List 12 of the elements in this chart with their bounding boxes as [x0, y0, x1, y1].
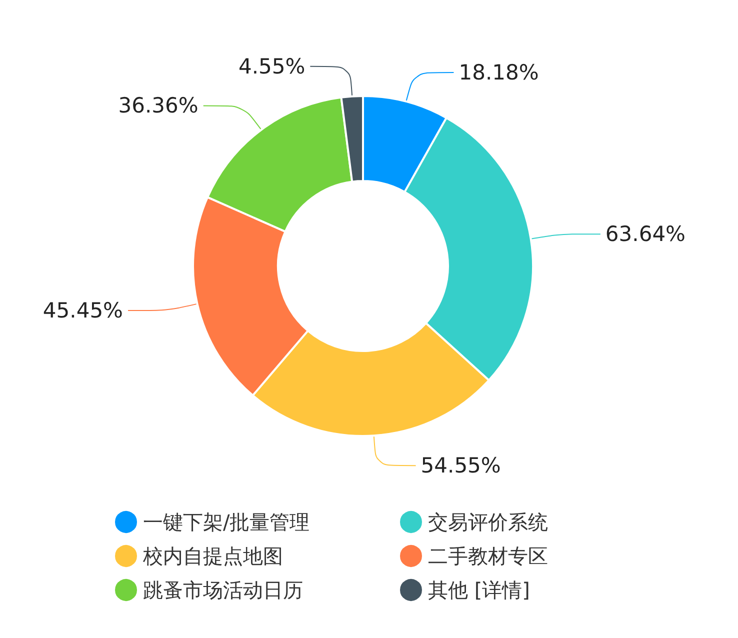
legend-label: 二手教材专区: [428, 544, 548, 568]
legend-label: 其他 [详情]: [428, 578, 530, 602]
legend-label: 校内自提点地图: [142, 544, 283, 568]
data-label: 54.55%: [420, 454, 501, 478]
data-label: 36.36%: [118, 94, 198, 118]
data-label: 4.55%: [238, 54, 306, 78]
legend-label: 一键下架/批量管理: [143, 510, 310, 534]
data-label: 63.64%: [605, 222, 686, 246]
data-label: 18.18%: [458, 60, 539, 85]
data-label: 45.45%: [42, 298, 124, 322]
legend-label: 交易评价系统: [428, 510, 548, 534]
legend-label: 跳蚤市场活动日历: [143, 578, 303, 602]
